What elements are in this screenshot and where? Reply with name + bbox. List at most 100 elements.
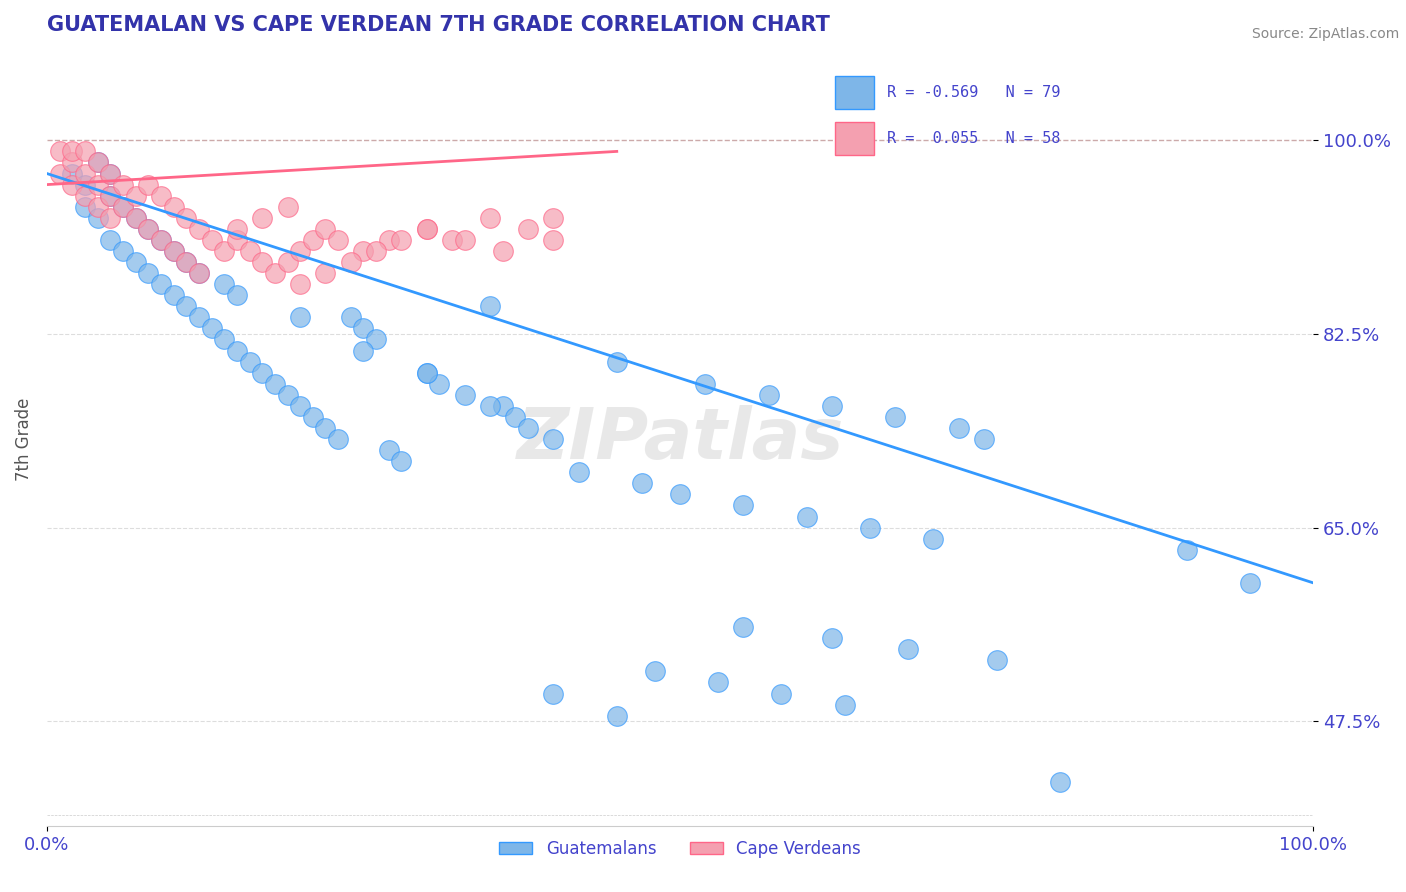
Point	[225, 343, 247, 358]
Point	[416, 222, 439, 236]
Point	[441, 233, 464, 247]
Point	[276, 388, 298, 402]
Point	[276, 200, 298, 214]
Point	[897, 642, 920, 657]
Point	[174, 211, 197, 225]
Point	[492, 244, 515, 258]
Point	[429, 376, 451, 391]
Point	[136, 266, 159, 280]
Point	[174, 255, 197, 269]
Point	[315, 266, 337, 280]
Point	[212, 277, 235, 292]
Point	[111, 200, 134, 214]
Point	[796, 509, 818, 524]
Text: R = -0.569   N = 79: R = -0.569 N = 79	[887, 85, 1060, 100]
Point	[98, 211, 121, 225]
Point	[301, 409, 323, 424]
Point	[288, 310, 311, 325]
Point	[225, 233, 247, 247]
Point	[174, 255, 197, 269]
Point	[187, 222, 209, 236]
Point	[492, 399, 515, 413]
Point	[60, 178, 83, 192]
Point	[60, 167, 83, 181]
Point	[136, 178, 159, 192]
Point	[124, 255, 146, 269]
Point	[669, 487, 692, 501]
Point	[136, 222, 159, 236]
Point	[922, 532, 945, 546]
Point	[973, 432, 995, 446]
Point	[60, 155, 83, 169]
Point	[948, 421, 970, 435]
Point	[454, 233, 477, 247]
Point	[225, 288, 247, 302]
Point	[366, 333, 388, 347]
Point	[98, 167, 121, 181]
Point	[86, 178, 108, 192]
Point	[479, 211, 502, 225]
Point	[288, 399, 311, 413]
Point	[770, 686, 793, 700]
Point	[884, 409, 907, 424]
Point	[707, 675, 730, 690]
Point	[834, 698, 856, 712]
Text: Source: ZipAtlas.com: Source: ZipAtlas.com	[1251, 27, 1399, 41]
Point	[315, 222, 337, 236]
Point	[187, 310, 209, 325]
Point	[606, 354, 628, 368]
Point	[225, 222, 247, 236]
Point	[644, 665, 666, 679]
Point	[162, 200, 184, 214]
Text: ZIPatlas: ZIPatlas	[516, 405, 844, 474]
Point	[149, 188, 172, 202]
Legend: Guatemalans, Cape Verdeans: Guatemalans, Cape Verdeans	[492, 833, 868, 864]
Point	[238, 244, 260, 258]
Point	[212, 333, 235, 347]
Point	[73, 178, 96, 192]
Point	[86, 155, 108, 169]
Point	[378, 233, 401, 247]
Point	[986, 653, 1008, 667]
Point	[758, 388, 780, 402]
Point	[250, 366, 273, 380]
Point	[366, 244, 388, 258]
Point	[695, 376, 717, 391]
Point	[124, 211, 146, 225]
Point	[48, 167, 70, 181]
Point	[174, 299, 197, 313]
Point	[568, 465, 591, 479]
Point	[391, 454, 413, 468]
Point	[149, 233, 172, 247]
Point	[263, 376, 285, 391]
Point	[238, 354, 260, 368]
Point	[86, 200, 108, 214]
Point	[250, 211, 273, 225]
Point	[250, 255, 273, 269]
Point	[111, 244, 134, 258]
Point	[416, 366, 439, 380]
Point	[328, 432, 350, 446]
Point	[859, 520, 882, 534]
Point	[73, 145, 96, 159]
Point	[517, 222, 540, 236]
Text: GUATEMALAN VS CAPE VERDEAN 7TH GRADE CORRELATION CHART: GUATEMALAN VS CAPE VERDEAN 7TH GRADE COR…	[46, 15, 830, 35]
Point	[200, 233, 222, 247]
Point	[200, 321, 222, 335]
Point	[73, 167, 96, 181]
Point	[149, 277, 172, 292]
Point	[288, 277, 311, 292]
Point	[543, 233, 565, 247]
Point	[821, 399, 844, 413]
Point	[733, 499, 755, 513]
Point	[124, 188, 146, 202]
Point	[48, 145, 70, 159]
Point	[73, 188, 96, 202]
Point	[1049, 775, 1071, 789]
Point	[276, 255, 298, 269]
Point	[288, 244, 311, 258]
Point	[733, 620, 755, 634]
Point	[98, 233, 121, 247]
Point	[416, 366, 439, 380]
Point	[73, 200, 96, 214]
